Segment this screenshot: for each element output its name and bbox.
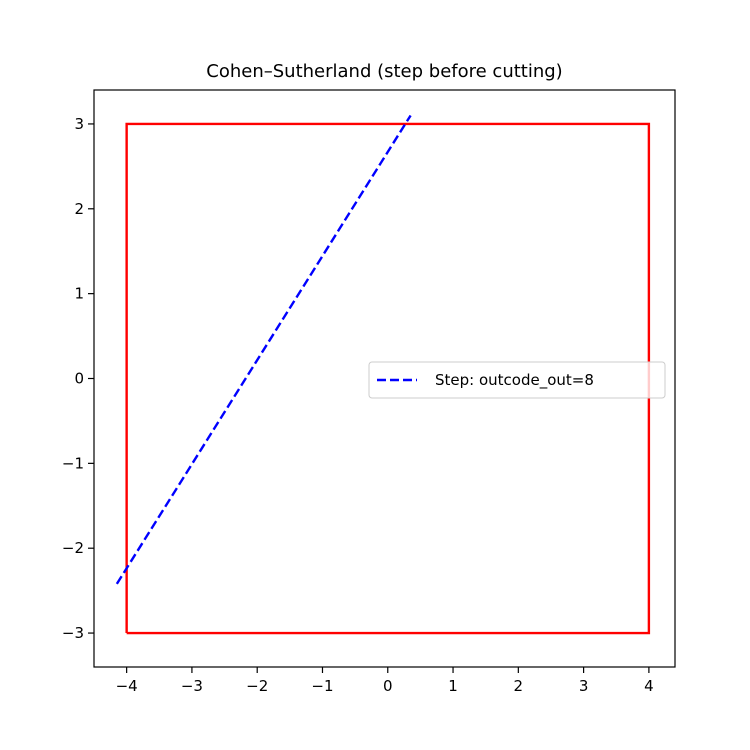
y-tick-label: −3 [62,624,84,642]
x-tick-label: −2 [246,677,268,695]
y-tick-label: 0 [74,370,84,388]
legend: Step: outcode_out=8 [368,361,666,399]
axes: −4 −3 −2 −1 0 1 2 3 4 −3 −2 −1 0 1 2 3 [62,89,676,695]
y-tick-label: 3 [74,115,84,133]
x-tick-label: 1 [448,677,458,695]
segment-line [115,114,412,585]
x-tick-label: −3 [181,677,203,695]
x-tick-label: −1 [311,677,333,695]
x-tick-label: 0 [383,677,393,695]
x-tick-label: 3 [579,677,589,695]
chart-title: Cohen–Sutherland (step before cutting) [206,61,562,82]
x-tick-label: −4 [116,677,138,695]
clip-window-rect [125,122,651,635]
y-tick-label: 2 [74,200,84,218]
legend-box [368,361,666,399]
x-tick-label: 4 [644,677,654,695]
plot-area [115,114,651,635]
y-tick-label: −2 [62,539,84,557]
y-tick-label: 1 [74,285,84,303]
x-tick-label: 2 [514,677,524,695]
legend-label: Step: outcode_out=8 [435,371,594,390]
y-tick-label: −1 [62,454,84,472]
